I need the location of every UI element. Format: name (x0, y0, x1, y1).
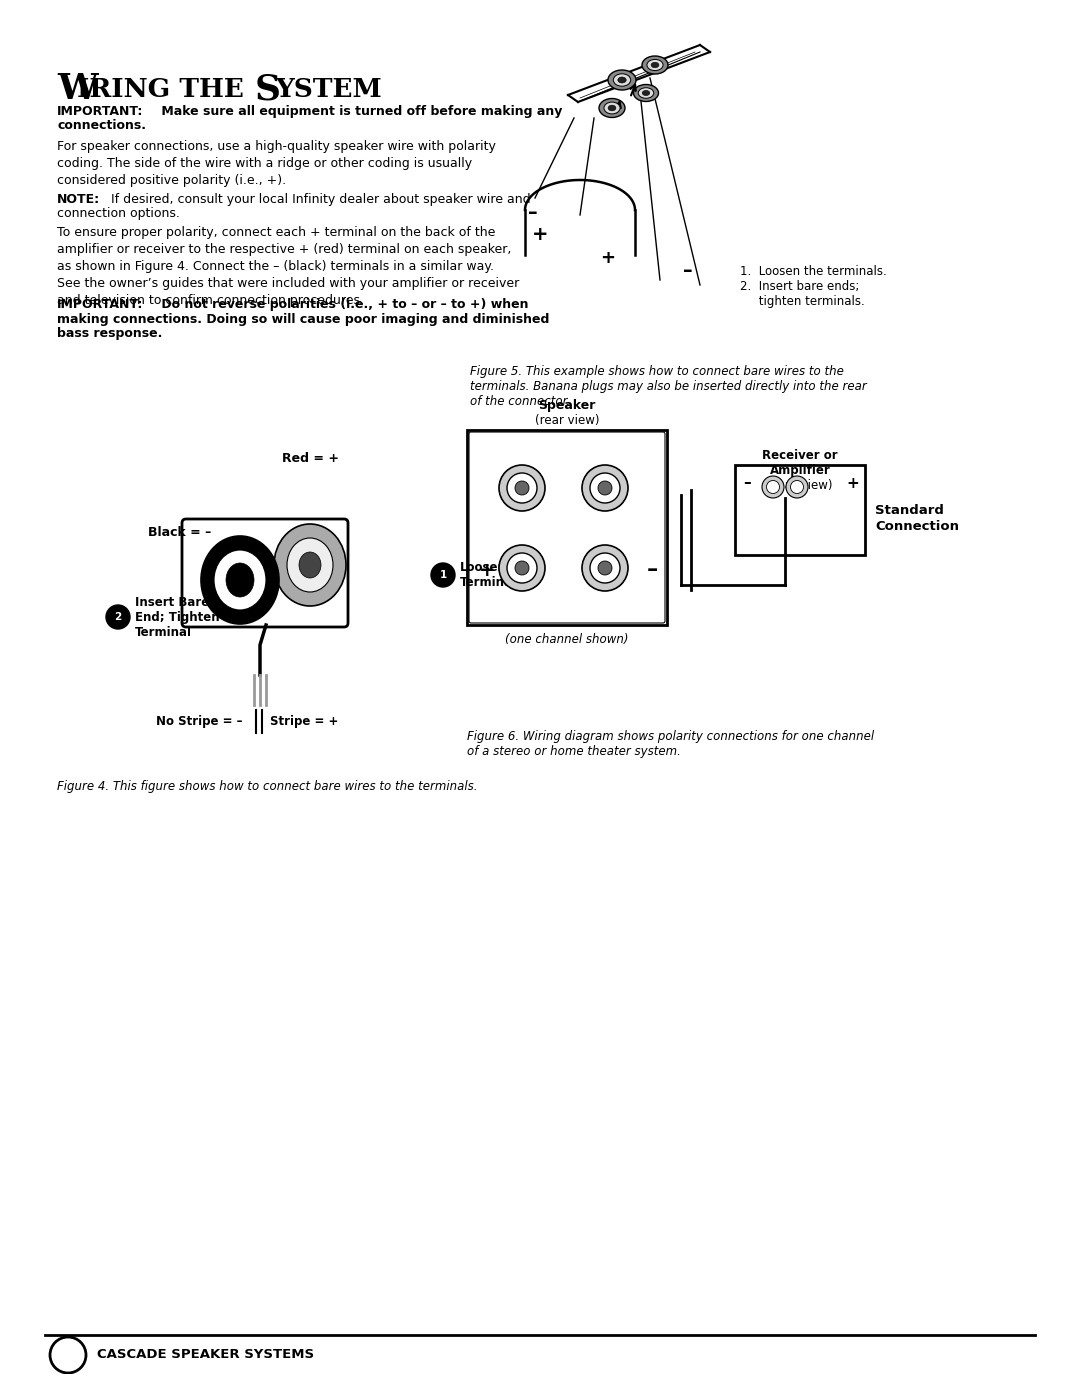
Text: Do not reverse polarities (i.e., + to – or – to +) when: Do not reverse polarities (i.e., + to – … (157, 298, 528, 311)
Text: connection options.: connection options. (57, 207, 180, 220)
Ellipse shape (598, 481, 612, 495)
Ellipse shape (608, 70, 636, 91)
Ellipse shape (634, 84, 659, 102)
Text: making connections. Doing so will cause poor imaging and diminished: making connections. Doing so will cause … (57, 313, 550, 326)
Ellipse shape (608, 106, 616, 111)
Ellipse shape (299, 552, 321, 578)
Text: terminals. Banana plugs may also be inserted directly into the rear: terminals. Banana plugs may also be inse… (470, 381, 867, 393)
Ellipse shape (499, 545, 545, 591)
Ellipse shape (226, 563, 254, 596)
Text: +: + (847, 475, 860, 491)
Ellipse shape (599, 99, 625, 118)
Text: connections.: connections. (57, 120, 146, 132)
Ellipse shape (613, 74, 631, 87)
Text: –: – (743, 475, 751, 491)
Text: No Stripe = –: No Stripe = – (157, 714, 243, 728)
Ellipse shape (515, 561, 529, 574)
FancyBboxPatch shape (183, 519, 348, 627)
Ellipse shape (762, 475, 784, 497)
Bar (735, 464, 865, 555)
Ellipse shape (604, 102, 620, 114)
Text: Speaker: Speaker (538, 398, 596, 412)
Text: 6: 6 (64, 1348, 72, 1362)
Text: 1: 1 (440, 570, 447, 580)
Text: Black = –: Black = – (148, 526, 212, 540)
Text: Connection: Connection (875, 519, 959, 533)
Ellipse shape (507, 552, 537, 583)
Ellipse shape (582, 545, 627, 591)
Text: (one channel shown): (one channel shown) (505, 633, 629, 646)
Text: YSTEM: YSTEM (275, 77, 381, 102)
Text: Stripe = +: Stripe = + (270, 714, 338, 728)
Ellipse shape (515, 481, 529, 495)
Text: Figure 4. This figure shows how to connect bare wires to the terminals.: Figure 4. This figure shows how to conne… (57, 780, 477, 793)
Text: –: – (646, 561, 658, 580)
Text: W: W (57, 71, 97, 106)
Text: NOTE:: NOTE: (57, 192, 100, 206)
Ellipse shape (638, 88, 653, 99)
Text: If desired, consult your local Infinity dealer about speaker wire and: If desired, consult your local Infinity … (107, 192, 530, 206)
Ellipse shape (767, 481, 780, 493)
Ellipse shape (647, 59, 663, 70)
Ellipse shape (214, 550, 266, 610)
Text: IRING THE: IRING THE (77, 77, 253, 102)
Text: Figure 5. This example shows how to connect bare wires to the: Figure 5. This example shows how to conn… (470, 365, 843, 378)
Text: 1.  Loosen the terminals.: 1. Loosen the terminals. (740, 265, 887, 278)
Ellipse shape (618, 77, 626, 82)
Text: (rear view): (rear view) (535, 414, 599, 427)
Ellipse shape (598, 561, 612, 574)
Text: Standard: Standard (875, 503, 944, 517)
Text: +: + (600, 249, 616, 267)
Text: To ensure proper polarity, connect each + terminal on the back of the
amplifier : To ensure proper polarity, connect each … (57, 225, 519, 306)
Ellipse shape (507, 473, 537, 503)
Text: CASCADE SPEAKER SYSTEMS: CASCADE SPEAKER SYSTEMS (97, 1348, 314, 1362)
Ellipse shape (590, 473, 620, 503)
Ellipse shape (643, 91, 650, 96)
Circle shape (50, 1337, 86, 1373)
Text: tighten terminals.: tighten terminals. (740, 295, 865, 308)
Text: –: – (528, 202, 538, 221)
Text: Red = +: Red = + (282, 452, 338, 464)
Ellipse shape (786, 475, 808, 497)
Text: +: + (478, 561, 496, 580)
Text: S: S (255, 71, 281, 106)
Ellipse shape (590, 552, 620, 583)
Text: Insert Bare
End; Tighten
Terminal: Insert Bare End; Tighten Terminal (135, 595, 219, 639)
Text: bass response.: bass response. (57, 327, 162, 339)
Text: For speaker connections, use a high-quality speaker wire with polarity
coding. T: For speaker connections, use a high-qual… (57, 140, 496, 187)
Bar (467, 430, 667, 625)
Ellipse shape (287, 539, 333, 592)
Circle shape (106, 605, 130, 629)
Text: 2: 2 (114, 611, 122, 622)
Circle shape (431, 563, 455, 587)
Text: IMPORTANT:: IMPORTANT: (57, 104, 144, 118)
Text: Figure 6. Wiring diagram shows polarity connections for one channel: Figure 6. Wiring diagram shows polarity … (467, 730, 874, 743)
Ellipse shape (642, 56, 669, 74)
Ellipse shape (651, 62, 659, 67)
Text: of the connector.: of the connector. (470, 394, 570, 408)
Text: Amplifier: Amplifier (770, 464, 831, 477)
Text: Receiver or: Receiver or (762, 449, 838, 462)
Ellipse shape (201, 536, 279, 624)
Text: –: – (684, 261, 692, 279)
Ellipse shape (582, 464, 627, 511)
Ellipse shape (274, 523, 346, 606)
Text: Make sure all equipment is turned off before making any: Make sure all equipment is turned off be… (157, 104, 563, 118)
Text: of a stereo or home theater system.: of a stereo or home theater system. (467, 745, 680, 758)
Text: 2.  Insert bare ends;: 2. Insert bare ends; (740, 280, 860, 293)
Text: (rear view): (rear view) (768, 480, 833, 492)
Text: +: + (531, 225, 549, 245)
Text: IMPORTANT:: IMPORTANT: (57, 298, 144, 311)
Ellipse shape (791, 481, 804, 493)
Ellipse shape (499, 464, 545, 511)
Text: Loosen
Terminal: Loosen Terminal (460, 561, 517, 589)
